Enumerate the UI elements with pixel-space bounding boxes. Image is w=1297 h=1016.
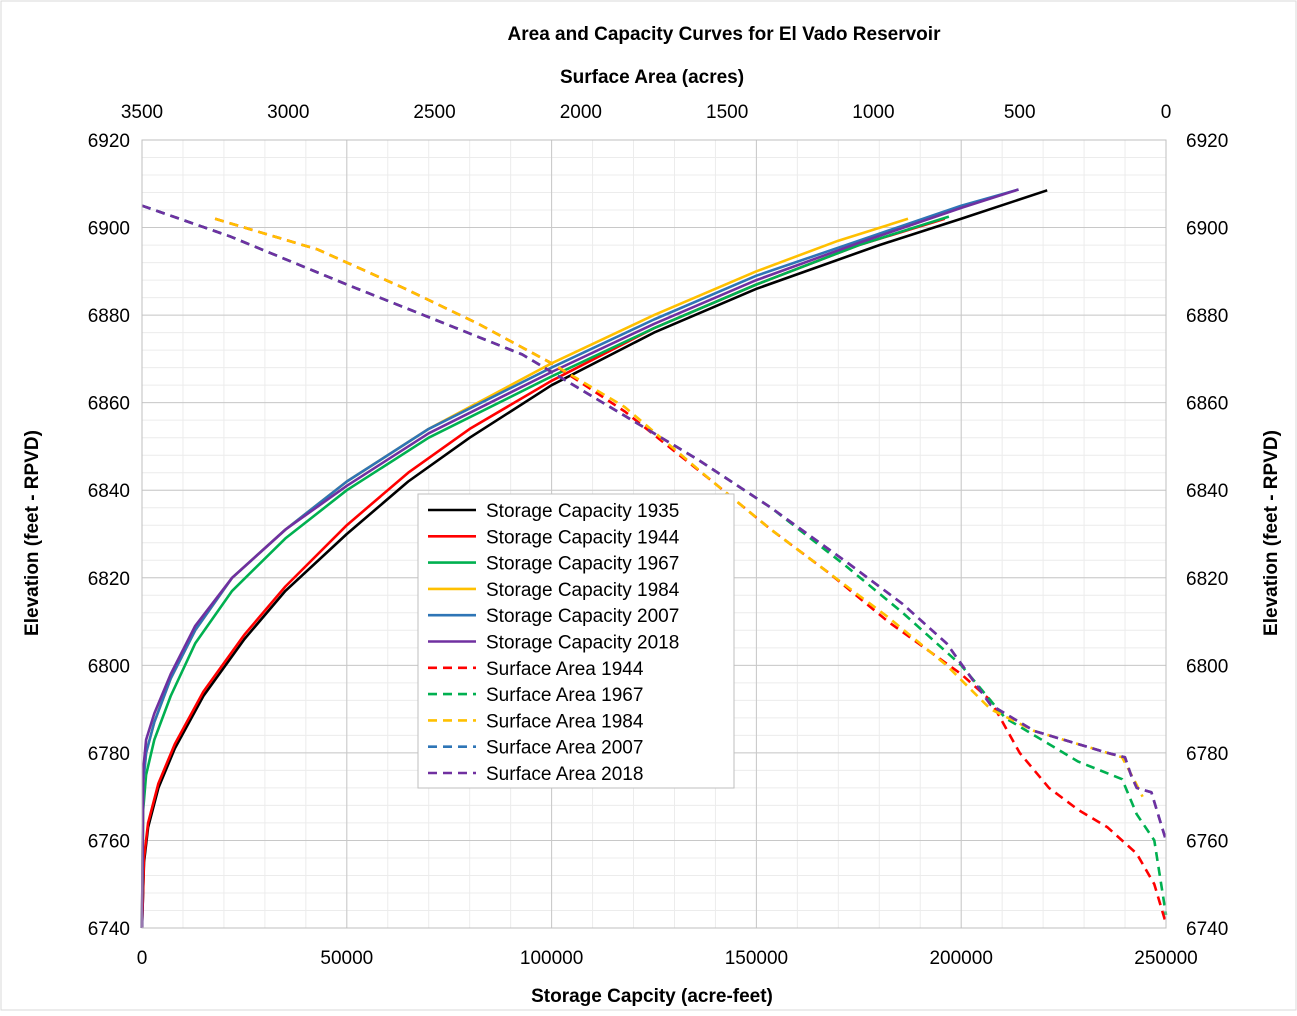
y-tick-label-left: 6780 — [88, 744, 130, 765]
area-line-4 — [141, 204, 1168, 841]
area-line-1 — [141, 204, 1168, 916]
x-tick-label-top: 1000 — [852, 102, 894, 123]
y-tick-label-right: 6880 — [1186, 306, 1228, 327]
y-tick-label-right: 6820 — [1186, 569, 1228, 590]
x-tick-label-bottom: 200000 — [929, 948, 992, 969]
y-tick-label-left: 6860 — [88, 394, 130, 415]
x-tick-label-top: 0 — [1161, 102, 1172, 123]
bottom-axis-title: Storage Capcity (acre-feet) — [531, 986, 773, 1007]
chart-title: Area and Capacity Curves for El Vado Res… — [508, 24, 942, 45]
axes: 6740 6760 6780 6800 6820 6840 6860 6880 6900 6920… — [88, 102, 1229, 969]
legend-label: Surface Area 2018 — [486, 764, 643, 785]
y-tick-label-left: 6800 — [88, 656, 130, 677]
x-tick-label-bottom: 150000 — [725, 948, 788, 969]
legend-label: Surface Area 1944 — [486, 659, 644, 680]
x-tick-label-top: 3000 — [267, 102, 309, 123]
legend-label: Storage Capacity 2007 — [486, 606, 679, 627]
top-axis-title: Surface Area (acres) — [560, 67, 744, 88]
y-tick-label-left: 6740 — [88, 919, 130, 940]
capacity-line-5 — [140, 188, 1019, 929]
x-tick-label-bottom: 50000 — [320, 948, 373, 969]
x-tick-label-top: 2000 — [560, 102, 602, 123]
y-tick-label-right: 6860 — [1186, 394, 1228, 415]
y-tick-label-right: 6900 — [1186, 219, 1228, 240]
x-tick-label-top: 1500 — [706, 102, 748, 123]
legend-label: Surface Area 2007 — [486, 738, 643, 759]
y-tick-label-left: 6900 — [88, 219, 130, 240]
x-tick-label-bottom: 100000 — [520, 948, 583, 969]
capacity-line-2 — [140, 215, 950, 929]
x-tick-label-top: 2500 — [413, 102, 455, 123]
y-tick-label-left: 6840 — [88, 481, 130, 502]
legend-label: Storage Capacity 1984 — [486, 580, 680, 601]
y-tick-label-right: 6920 — [1186, 131, 1228, 152]
x-tick-label-top: 500 — [1004, 102, 1036, 123]
area-line-0 — [214, 217, 1168, 924]
legend-label: Surface Area 1984 — [486, 711, 644, 732]
y-tick-label-left: 6880 — [88, 306, 130, 327]
legend-label: Storage Capacity 1944 — [486, 527, 680, 548]
legend-label: Storage Capacity 1967 — [486, 554, 679, 575]
x-tick-label-bottom: 0 — [137, 948, 148, 969]
y-tick-label-right: 6840 — [1186, 481, 1228, 502]
x-tick-label-bottom: 250000 — [1134, 948, 1197, 969]
legend-label: Storage Capacity 1935 — [486, 501, 679, 522]
plot-area-border — [141, 139, 1167, 929]
y-tick-label-right: 6760 — [1186, 831, 1228, 852]
legend-label: Surface Area 1967 — [486, 685, 643, 706]
right-axis-title: Elevation (feet - RPVD) — [1261, 430, 1282, 636]
y-tick-label-right: 6740 — [1186, 919, 1228, 940]
y-tick-label-right: 6800 — [1186, 656, 1228, 677]
y-tick-label-right: 6780 — [1186, 744, 1228, 765]
series-group — [140, 188, 1168, 929]
y-tick-label-left: 6920 — [88, 131, 130, 152]
legend-box — [417, 493, 735, 789]
legend: Storage Capacity 1935 Storage Capacity 19… — [417, 493, 735, 789]
x-tick-label-top: 3500 — [121, 102, 163, 123]
left-axis-title: Elevation (feet - RPVD) — [22, 430, 43, 636]
legend-label: Storage Capacity 2018 — [486, 633, 679, 654]
y-tick-label-left: 6820 — [88, 569, 130, 590]
capacity-line-4 — [140, 188, 1019, 929]
y-tick-label-left: 6760 — [88, 831, 130, 852]
